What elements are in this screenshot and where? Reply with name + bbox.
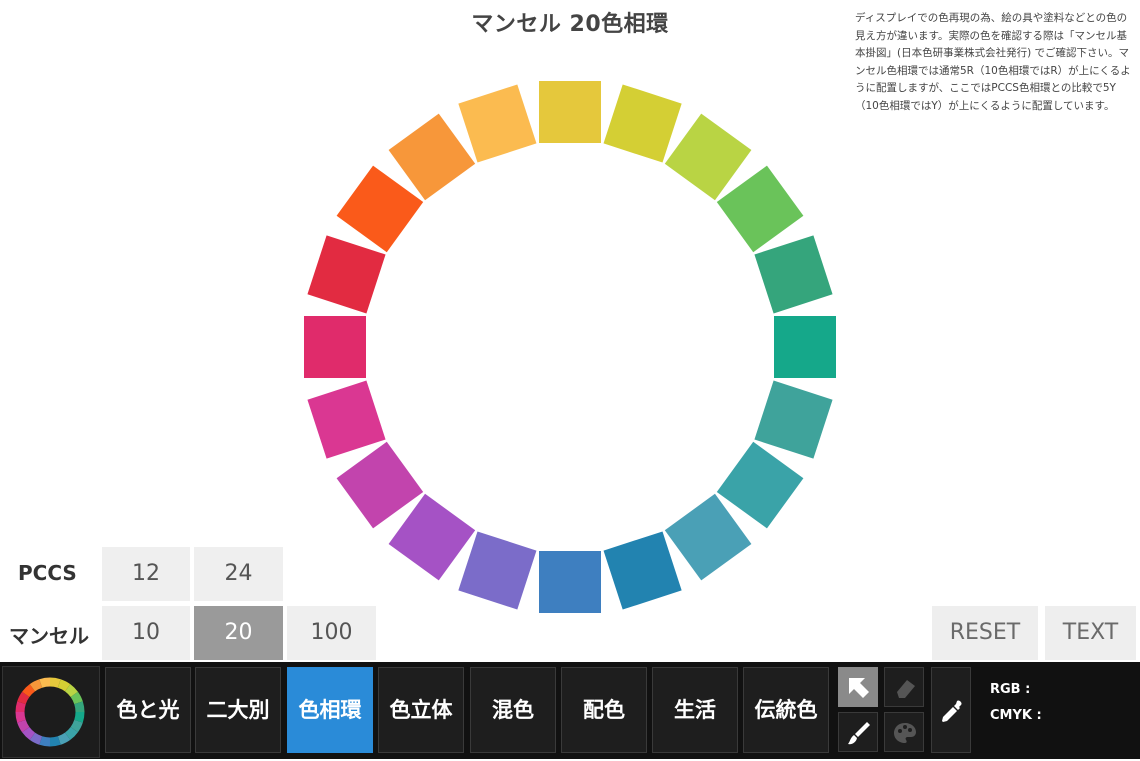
nav-color-scheme[interactable]: 配色 bbox=[561, 667, 647, 753]
arrow-cursor-icon bbox=[849, 678, 869, 698]
nav-traditional-colors[interactable]: 伝統色 bbox=[743, 667, 829, 753]
logo-ring-segment bbox=[39, 736, 51, 747]
logo-ring-segment bbox=[29, 679, 43, 692]
logo-ring-segment bbox=[57, 732, 71, 745]
hue-swatch[interactable] bbox=[304, 316, 366, 378]
logo-ring-segment bbox=[15, 711, 26, 723]
logo-ring-segment bbox=[39, 677, 51, 688]
hue-swatch[interactable] bbox=[388, 113, 476, 201]
pccs-12-button[interactable]: 12 bbox=[102, 547, 190, 601]
hue-swatch[interactable] bbox=[603, 531, 682, 610]
hue-swatch[interactable] bbox=[539, 81, 601, 143]
munsell-label: マンセル bbox=[9, 624, 89, 648]
select-tool-button[interactable] bbox=[838, 667, 878, 707]
hue-swatch[interactable] bbox=[336, 165, 424, 253]
hue-wheel bbox=[304, 81, 836, 613]
hue-swatch[interactable] bbox=[774, 316, 836, 378]
munsell-10-button[interactable]: 10 bbox=[102, 606, 190, 660]
palette-icon bbox=[894, 723, 916, 743]
hue-swatch[interactable] bbox=[664, 113, 752, 201]
logo-ring-segment bbox=[70, 691, 83, 705]
logo-ring-segment bbox=[70, 719, 83, 733]
logo-ring-segment bbox=[74, 711, 85, 723]
logo-ring-segment bbox=[17, 691, 30, 705]
logo-ring-segment bbox=[22, 684, 36, 698]
nav-color-mixing[interactable]: 混色 bbox=[470, 667, 556, 753]
color-ring-icon bbox=[15, 677, 85, 747]
hue-swatch[interactable] bbox=[664, 493, 752, 581]
logo-ring-segment bbox=[64, 684, 78, 698]
rgb-readout: RGB : bbox=[990, 682, 1031, 697]
palette-tool-button[interactable] bbox=[884, 712, 924, 752]
hue-swatch[interactable] bbox=[458, 531, 537, 610]
logo-ring-segment bbox=[15, 701, 26, 713]
nav-daily-life[interactable]: 生活 bbox=[652, 667, 738, 753]
nav-hue-circle[interactable]: 色相環 bbox=[287, 667, 373, 753]
brush-tool-button[interactable] bbox=[838, 712, 878, 752]
hue-swatch[interactable] bbox=[754, 380, 833, 459]
color-ring-logo[interactable] bbox=[2, 666, 100, 758]
hue-swatch[interactable] bbox=[307, 380, 386, 459]
eraser-tool-button[interactable] bbox=[884, 667, 924, 707]
bottom-toolbar: 色と光 二大別 色相環 色立体 混色 配色 生活 伝統色 RGB : CMYK … bbox=[0, 662, 1140, 759]
brush-icon bbox=[848, 722, 870, 745]
pccs-24-button[interactable]: 24 bbox=[194, 547, 283, 601]
hue-swatch[interactable] bbox=[307, 235, 386, 314]
hue-swatch[interactable] bbox=[603, 84, 682, 163]
page-title: マンセル 20色相環 bbox=[471, 12, 669, 37]
logo-ring-segment bbox=[29, 732, 43, 745]
hue-swatch[interactable] bbox=[539, 551, 601, 613]
logo-ring-segment bbox=[49, 677, 61, 688]
hue-swatch[interactable] bbox=[754, 235, 833, 314]
nav-color-solid[interactable]: 色立体 bbox=[378, 667, 464, 753]
eyedropper-icon bbox=[942, 700, 962, 722]
hue-swatch[interactable] bbox=[716, 165, 804, 253]
logo-ring-segment bbox=[49, 736, 61, 747]
logo-ring-segment bbox=[22, 726, 36, 740]
display-note: ディスプレイでの色再現の為、絵の具や塗料などとの色の見え方が違います。実際の色を… bbox=[855, 12, 1131, 112]
reset-button[interactable]: RESET bbox=[932, 606, 1038, 660]
eyedropper-tool-button[interactable] bbox=[931, 667, 971, 753]
nav-two-categories[interactable]: 二大別 bbox=[195, 667, 281, 753]
eraser-icon bbox=[897, 680, 915, 698]
hue-swatch[interactable] bbox=[336, 441, 424, 529]
logo-ring-segment bbox=[74, 701, 85, 713]
logo-ring-segment bbox=[57, 679, 71, 692]
logo-ring-segment bbox=[64, 726, 78, 740]
hue-swatch[interactable] bbox=[716, 441, 804, 529]
nav-color-and-light[interactable]: 色と光 bbox=[105, 667, 191, 753]
hue-swatch[interactable] bbox=[458, 84, 537, 163]
cmyk-readout: CMYK : bbox=[990, 708, 1042, 723]
munsell-20-button[interactable]: 20 bbox=[194, 606, 283, 660]
munsell-100-button[interactable]: 100 bbox=[287, 606, 376, 660]
hue-swatch[interactable] bbox=[388, 493, 476, 581]
pccs-label: PCCS bbox=[18, 561, 77, 585]
text-button[interactable]: TEXT bbox=[1045, 606, 1136, 660]
logo-ring-segment bbox=[17, 719, 30, 733]
